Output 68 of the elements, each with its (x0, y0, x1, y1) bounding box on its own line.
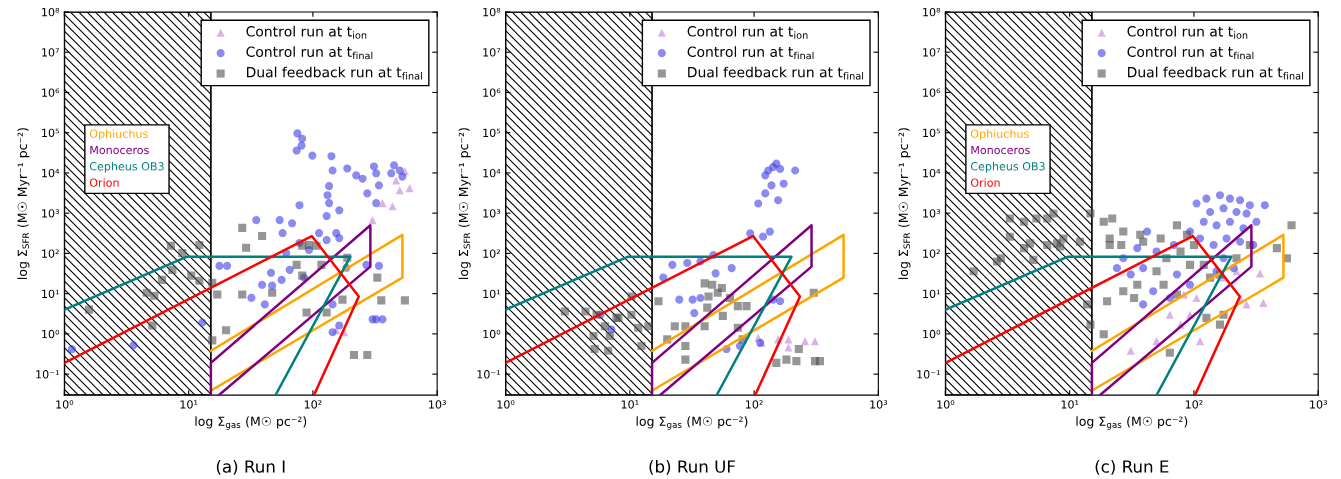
legend-label: Control run at t$_{final}$ (1127, 46, 1254, 60)
y-tick-label: 10⁰ (923, 329, 941, 339)
text: Orion (89, 178, 119, 187)
y-tick-label: 10⁶ (42, 88, 60, 97)
legend-label: Control run at t$_{ion}$ (687, 25, 808, 39)
y-tick-label: 10² (42, 249, 59, 258)
text: (b) Run UF (649, 459, 735, 475)
x-tick-label: 10² (746, 400, 763, 409)
x-axis-title: log Σ$_{gas}$ (M☉ pc⁻²) (636, 416, 748, 430)
y-tick-label: 10¹ (923, 289, 940, 299)
text: Cepheus OB3 (970, 161, 1045, 173)
x-tick-label: 10² (1185, 400, 1203, 409)
legend-label: Dual feedback run at t$_{final}$ (1128, 66, 1303, 80)
text: (c) Run E (1095, 459, 1169, 475)
x-tick-label: 10⁰ (56, 400, 74, 409)
y-axis-title: log Σ$_{SFR}$ (M☉ Myr⁻¹ pc⁻²) (17, 128, 30, 279)
y-tick-label: 10⁶ (483, 88, 501, 97)
x-tick-label: 10¹ (1061, 400, 1079, 409)
x-tick-label: 10³ (870, 400, 888, 409)
text: Monoceros (90, 145, 149, 155)
text: Cepheus OB3 (89, 161, 164, 173)
x-axis-title: log Σ$_{gas}$ (M☉ pc⁻²) (1076, 416, 1188, 430)
y-tick-label: 10² (483, 249, 500, 258)
y-tick-label: 10⁵ (42, 128, 59, 138)
text: Orion (970, 178, 1000, 187)
y-tick-label: 10¹ (42, 289, 59, 299)
y-tick-label: 10⁸ (42, 7, 60, 17)
y-tick-label: 10⁰ (42, 329, 60, 339)
y-axis-title: log Σ$_{SFR}$ (M☉ Myr⁻¹ pc⁻²) (898, 128, 911, 279)
x-tick-label: 10² (304, 400, 322, 409)
y-tick-label: 10² (923, 249, 940, 258)
y-tick-label: 10⁵ (923, 128, 941, 138)
y-tick-label: 10⁷ (483, 48, 501, 57)
y-tick-label: 10⁴ (42, 168, 60, 178)
text: Ophiuchus (89, 129, 148, 141)
legend-label: Dual feedback run at t$_{final}$ (688, 66, 864, 80)
y-tick-label: 10³ (42, 209, 59, 218)
y-tick-label: 10⁰ (483, 329, 501, 339)
y-tick-label: 10³ (923, 209, 940, 218)
y-tick-label: 10⁴ (483, 168, 501, 178)
text: Monoceros (971, 145, 1030, 155)
y-tick-label: 10⁶ (923, 88, 941, 97)
y-tick-label: 10⁻¹ (36, 370, 59, 379)
x-tick-label: 10³ (429, 400, 446, 409)
y-tick-label: 10¹ (483, 289, 501, 299)
x-tick-label: 10⁰ (497, 400, 515, 409)
y-tick-label: 10⁷ (42, 48, 59, 57)
text: Ophiuchus (970, 129, 1029, 141)
legend-label: Control run at t$_{final}$ (246, 46, 373, 60)
legend-label: Control run at t$_{ion}$ (1127, 25, 1248, 39)
y-tick-label: 10⁸ (923, 7, 941, 17)
x-tick-label: 10³ (1310, 400, 1327, 409)
text: (a) Run I (216, 459, 285, 475)
y-tick-label: 10⁻¹ (917, 370, 940, 379)
legend-label: Control run at t$_{ion}$ (246, 25, 367, 39)
x-tick-label: 10¹ (180, 400, 198, 409)
y-tick-label: 10³ (483, 209, 501, 218)
x-axis-title: log Σ$_{gas}$ (M☉ pc⁻²) (195, 416, 307, 430)
legend-label: Control run at t$_{final}$ (687, 46, 814, 60)
x-tick-label: 10⁰ (937, 400, 955, 409)
x-tick-label: 10¹ (621, 400, 639, 409)
y-tick-label: 10⁵ (483, 128, 501, 138)
y-tick-label: 10⁷ (923, 48, 941, 57)
y-tick-label: 10⁴ (923, 168, 941, 178)
y-tick-label: 10⁻¹ (477, 370, 501, 379)
y-axis-title: log Σ$_{SFR}$ (M☉ Myr⁻¹ pc⁻²) (458, 128, 471, 279)
y-tick-label: 10⁸ (483, 7, 501, 17)
legend-label: Dual feedback run at t$_{final}$ (247, 66, 422, 80)
